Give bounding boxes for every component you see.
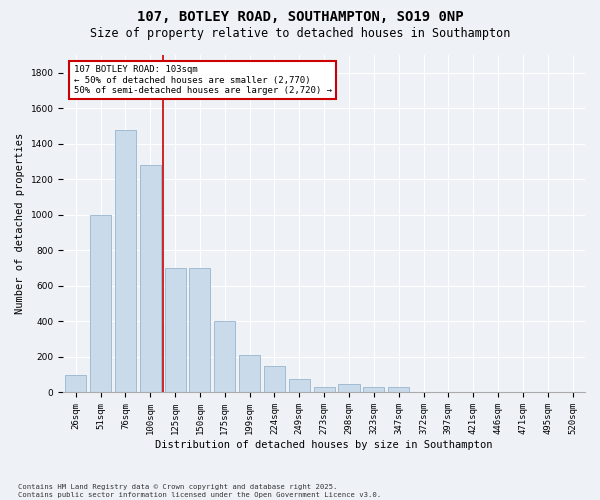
Bar xyxy=(338,384,359,392)
Text: Contains HM Land Registry data © Crown copyright and database right 2025.
Contai: Contains HM Land Registry data © Crown c… xyxy=(18,484,381,498)
Bar xyxy=(90,215,111,392)
Bar xyxy=(239,355,260,393)
Bar xyxy=(363,387,385,392)
Bar xyxy=(388,387,409,392)
Bar xyxy=(65,374,86,392)
Bar xyxy=(115,130,136,392)
Text: 107 BOTLEY ROAD: 103sqm
← 50% of detached houses are smaller (2,770)
50% of semi: 107 BOTLEY ROAD: 103sqm ← 50% of detache… xyxy=(74,65,332,95)
Bar xyxy=(314,387,335,392)
Text: Size of property relative to detached houses in Southampton: Size of property relative to detached ho… xyxy=(90,28,510,40)
Bar xyxy=(214,322,235,392)
Bar xyxy=(140,165,161,392)
Bar xyxy=(264,366,285,392)
X-axis label: Distribution of detached houses by size in Southampton: Distribution of detached houses by size … xyxy=(155,440,493,450)
Bar xyxy=(164,268,185,392)
Bar xyxy=(289,379,310,392)
Bar xyxy=(190,268,211,392)
Y-axis label: Number of detached properties: Number of detached properties xyxy=(15,133,25,314)
Text: 107, BOTLEY ROAD, SOUTHAMPTON, SO19 0NP: 107, BOTLEY ROAD, SOUTHAMPTON, SO19 0NP xyxy=(137,10,463,24)
